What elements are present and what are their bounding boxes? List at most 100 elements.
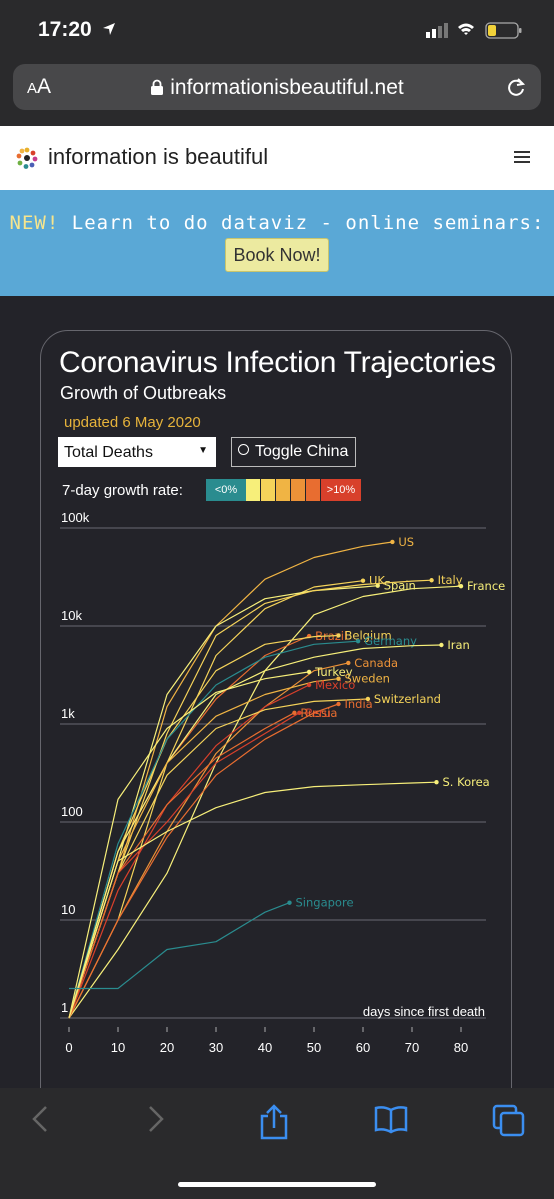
- bookmarks-icon[interactable]: [374, 1104, 408, 1134]
- forward-icon[interactable]: [146, 1104, 166, 1134]
- metric-select[interactable]: Total Deaths ▼: [58, 437, 216, 467]
- series-end-point: [375, 583, 380, 588]
- chart-title: Coronavirus Infection Trajectories: [59, 346, 496, 379]
- y-tick-label: 100k: [61, 510, 90, 525]
- promo-text: NEW! Learn to do dataviz - online semina…: [0, 212, 554, 234]
- toggle-china-button[interactable]: Toggle China: [231, 437, 356, 467]
- legend-swatch: [291, 479, 306, 501]
- series-label: India: [345, 697, 373, 711]
- y-tick-label: 1k: [61, 706, 75, 721]
- growth-rate-legend: <0% >10%: [206, 479, 361, 501]
- series-end-point: [306, 669, 312, 675]
- series-end-point: [287, 900, 292, 905]
- legend-swatch: [246, 479, 261, 501]
- browser-toolbar: AA informationisbeautiful.net: [0, 60, 554, 126]
- x-tick-label: 30: [209, 1040, 223, 1055]
- series-label: Singapore: [296, 896, 354, 910]
- share-icon[interactable]: [258, 1104, 290, 1140]
- legend-swatch: [261, 479, 276, 501]
- toggle-china-label: Toggle China: [255, 443, 349, 460]
- x-axis-label: days since first death: [363, 1004, 485, 1019]
- home-indicator: [178, 1182, 376, 1187]
- site-name[interactable]: information is beautiful: [48, 144, 269, 169]
- tabs-icon[interactable]: [492, 1104, 526, 1138]
- series-end-point: [429, 578, 434, 583]
- series-label: US: [398, 535, 414, 549]
- y-tick-label: 10: [61, 902, 75, 917]
- y-tick-label: 10k: [61, 608, 82, 623]
- series-line: [68, 684, 310, 1019]
- status-bar: 17:20: [0, 0, 554, 60]
- series-line: [68, 541, 393, 1019]
- series-line: [68, 712, 295, 1019]
- series-label: Mexico: [315, 678, 355, 692]
- series-line: [68, 640, 359, 1019]
- series-label: Canada: [354, 656, 398, 670]
- reload-icon[interactable]: [505, 76, 527, 98]
- growth-rate-label: 7-day growth rate:: [62, 482, 183, 499]
- x-tick-label: 50: [307, 1040, 321, 1055]
- x-tick-label: 70: [405, 1040, 419, 1055]
- x-tick-label: 10: [111, 1040, 125, 1055]
- y-tick-label: 1: [61, 1000, 68, 1015]
- series-end-point: [297, 710, 302, 716]
- series-end-point: [336, 633, 341, 638]
- promo-banner: NEW! Learn to do dataviz - online semina…: [0, 190, 554, 296]
- url-field[interactable]: informationisbeautiful.net: [13, 76, 541, 100]
- series-label: Russia: [300, 706, 337, 720]
- series-line: [68, 703, 339, 1019]
- url-text: informationisbeautiful.net: [170, 76, 404, 99]
- series-end-point: [365, 696, 371, 702]
- series-end-point: [360, 578, 366, 583]
- site-header: information is beautiful: [0, 126, 554, 190]
- book-now-button[interactable]: Book Now!: [225, 238, 329, 272]
- series-label: Belgium: [345, 628, 392, 642]
- x-tick-label: 20: [160, 1040, 174, 1055]
- trajectory-chart: 1 10 100 1k 10k 100k 0 10 20 30 40 50 60 70 80 days sin…: [60, 510, 505, 1055]
- series-line: [68, 644, 442, 1019]
- back-icon[interactable]: [30, 1104, 50, 1134]
- series-end-point: [458, 583, 464, 589]
- series-end-point: [336, 701, 341, 707]
- series-line: [68, 781, 437, 1019]
- browser-bottom-toolbar: [0, 1088, 554, 1199]
- updated-date: updated 6 May 2020: [64, 414, 201, 431]
- series-label: Iran: [447, 638, 469, 652]
- series-end-point: [434, 779, 439, 785]
- chart-subtitle: Growth of Outbreaks: [60, 383, 227, 403]
- address-bar[interactable]: AA informationisbeautiful.net: [13, 64, 541, 110]
- metric-select-value: Total Deaths: [64, 444, 153, 461]
- series-end-point: [439, 642, 444, 648]
- series-label: Sweden: [345, 672, 390, 686]
- legend-low: <0%: [206, 479, 246, 501]
- series-label: Germany: [364, 634, 417, 648]
- series-label: Switzerland: [374, 692, 441, 706]
- radio-circle-icon: [238, 444, 249, 455]
- series-end-point: [292, 710, 297, 716]
- series-end-point: [306, 682, 312, 688]
- menu-icon[interactable]: [514, 151, 530, 166]
- promo-new-label: NEW!: [9, 212, 60, 234]
- dropdown-arrow-icon: ▼: [198, 445, 208, 456]
- legend-high: >10%: [321, 479, 361, 501]
- site-logo-icon[interactable]: [16, 147, 38, 169]
- series-line: [68, 585, 462, 1019]
- series-label: Peru: [305, 706, 331, 720]
- promo-message: Learn to do dataviz - online seminars:: [59, 212, 545, 234]
- location-icon: [103, 23, 115, 35]
- x-tick-label: 60: [356, 1040, 370, 1055]
- series-line: [68, 635, 310, 1019]
- legend-swatch: [276, 479, 291, 501]
- x-tick-label: 80: [454, 1040, 468, 1055]
- lock-icon: [151, 79, 164, 95]
- signal-wifi-battery-icons: [426, 22, 522, 39]
- series-end-point: [390, 539, 395, 545]
- reader-settings-button[interactable]: AA: [27, 75, 52, 98]
- series-end-point: [346, 660, 351, 666]
- series-label: Turkey: [314, 665, 353, 679]
- series-end-point: [336, 676, 341, 681]
- series-end-point: [355, 638, 361, 644]
- series-label: S. Korea: [443, 775, 490, 789]
- series-line: [68, 580, 364, 1019]
- series-line: [68, 671, 310, 1019]
